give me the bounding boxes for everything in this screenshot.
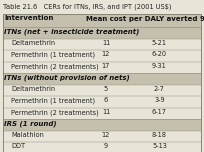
Bar [3,27,201,38]
Bar [3,96,201,107]
Bar [3,119,201,131]
Text: Deltamethrin: Deltamethrin [11,86,55,92]
Bar [3,14,201,27]
Text: Mean cost per DALY averted 90 percent range: Mean cost per DALY averted 90 percent ra… [86,16,204,21]
Bar [3,85,201,96]
Text: 8-18: 8-18 [152,132,167,138]
Text: 5-21: 5-21 [152,40,167,46]
Text: Table 21.6   CERs for ITNs, IRS, and IPT (2001 US$): Table 21.6 CERs for ITNs, IRS, and IPT (… [3,3,172,9]
Bar [3,50,201,62]
Text: Permethrin (2 treatments): Permethrin (2 treatments) [11,63,99,69]
Text: 6-17: 6-17 [152,109,167,115]
Text: IRS (1 round): IRS (1 round) [4,121,57,127]
Text: 12: 12 [102,52,110,57]
Text: Deltamethrin: Deltamethrin [11,40,55,46]
Text: Intervention: Intervention [4,16,53,21]
Text: Permethrin (1 treatment): Permethrin (1 treatment) [11,52,95,58]
Text: 12: 12 [102,132,110,138]
Text: ITNs (net + insecticide treatment): ITNs (net + insecticide treatment) [4,29,139,35]
Text: 9-31: 9-31 [152,63,167,69]
Text: Permethrin (1 treatment): Permethrin (1 treatment) [11,97,95,104]
Text: 5: 5 [104,86,108,92]
Text: Permethrin (2 treatments): Permethrin (2 treatments) [11,109,99,116]
Text: 11: 11 [102,109,110,115]
Bar [3,131,201,142]
Text: 3-9: 3-9 [154,97,165,104]
Bar [3,38,201,50]
Text: 6-20: 6-20 [152,52,167,57]
Text: Malathion: Malathion [11,132,44,138]
Text: 2-7: 2-7 [154,86,165,92]
Text: 11: 11 [102,40,110,46]
Bar [3,142,201,152]
Text: ITNs (without provision of nets): ITNs (without provision of nets) [4,74,130,81]
Bar [3,107,201,119]
Bar [3,27,201,152]
Bar [3,62,201,73]
Bar [3,73,201,85]
Text: DDT: DDT [11,143,25,150]
Text: 9: 9 [104,143,108,150]
Text: 17: 17 [102,63,110,69]
Text: 6: 6 [104,97,108,104]
Text: 5-13: 5-13 [152,143,167,150]
